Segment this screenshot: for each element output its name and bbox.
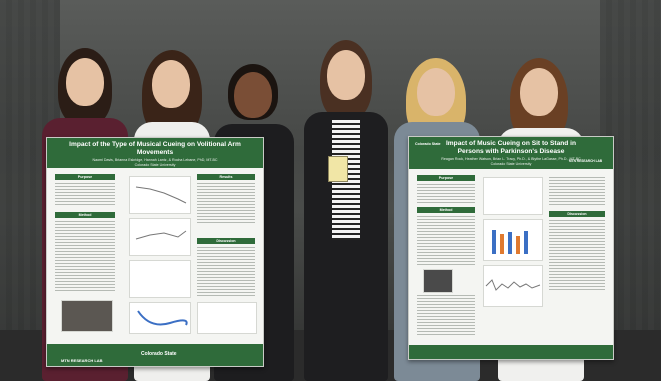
poster-right-graph-3-line [485,279,541,291]
poster-right-authors: Reagan Rock, Heather Watson, Brian L. Tr… [441,157,581,161]
poster-right-bar-2 [500,234,504,254]
person-4 [300,40,392,381]
poster-left-graph-3 [129,260,191,298]
poster-left-header: Impact of the Type of Musical Cueing on … [47,138,263,168]
poster-left-graph-2-line [135,230,187,240]
poster-right-graph-2 [483,219,543,261]
poster-right-photo [423,269,453,293]
poster-right-text-block-2 [417,216,475,266]
poster-left-text-block [55,183,115,207]
poster-left-brand: Colorado State [141,351,177,357]
poster-left-university: Colorado State University [134,163,176,167]
poster-right-graph-3-svg [485,279,541,291]
poster-right-text-block-5 [549,220,605,290]
poster-right-section-method: Method [417,207,475,213]
poster-left-text-block-2 [197,183,255,223]
poster-right-title: Impact of Music Cueing on Sit to Stand i… [445,140,577,155]
poster-right-university: Colorado State University [490,162,532,166]
poster-left-section-purpose: Purpose [55,174,115,180]
poster-left-graph-2 [129,218,191,256]
poster-left-lab-logo: MTN RESEARCH LAB [61,358,103,363]
poster-right-footer [409,345,613,359]
poster-left: Impact of the Type of Musical Cueing on … [46,137,264,367]
poster-left-photo [61,300,113,332]
poster-left-graph-2-svg [135,230,187,240]
poster-left-graph-1 [129,176,191,214]
poster-left-text-block-3 [55,221,115,293]
poster-left-text-block-4 [197,247,255,297]
poster-left-section-discussion: Discussion [197,238,255,244]
poster-left-graph-1-svg [135,186,187,204]
poster-left-graph-4-line [137,310,188,326]
poster-left-section-method: Method [55,212,115,218]
poster-right-graph-3 [483,265,543,307]
poster-right-header: Colorado State MTN RESEARCH LAB Impact o… [409,137,613,169]
name-badge [328,156,348,182]
poster-left-section-results: Results [197,174,255,180]
poster-right-bars-svg [492,230,528,254]
poster-right-graph-1 [483,177,543,215]
poster-left-authors: Naomi Davis, Brianna Eskridge, Hannah La… [92,158,218,162]
poster-right-lab-logo: MTN RESEARCH LAB [569,159,603,163]
poster-right-brand: Colorado State [415,142,441,146]
poster-right-section-discussion: Discussion [549,211,605,217]
poster-right: Colorado State MTN RESEARCH LAB Impact o… [408,136,614,360]
poster-left-footer: MTN RESEARCH LAB Colorado State [47,344,263,366]
poster-right-bar-5 [524,231,528,254]
poster-left-graph-5 [197,302,257,334]
poster-left-title: Impact of the Type of Musical Cueing on … [69,141,241,156]
poster-right-text-block [417,184,475,204]
poster-right-bar-1 [492,230,496,254]
poster-right-text-block-4 [549,177,605,207]
poster-left-graph-4-svg [137,310,188,326]
poster-right-section-purpose: Purpose [417,175,475,181]
poster-left-graph-4 [129,302,191,334]
poster-right-bar-3 [508,232,512,254]
poster-right-text-block-3 [417,295,475,335]
poster-right-bar-4 [516,236,520,254]
poster-left-graph-1-line [135,186,187,204]
